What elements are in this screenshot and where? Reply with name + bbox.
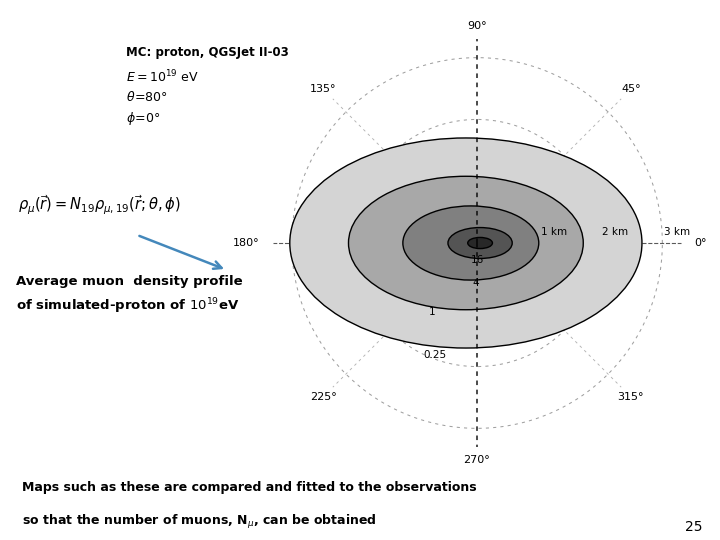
Text: Maps such as these are compared and fitted to the observations: Maps such as these are compared and fitt… bbox=[22, 481, 477, 494]
Text: 2 km: 2 km bbox=[603, 227, 629, 237]
Text: $\rho_{\mu}(\vec{r}) = N_{19}\rho_{\mu,19}(\vec{r};\theta,\phi)$: $\rho_{\mu}(\vec{r}) = N_{19}\rho_{\mu,1… bbox=[18, 193, 181, 217]
Text: so that the number of muons, N$_{\mu}$, can be obtained: so that the number of muons, N$_{\mu}$, … bbox=[22, 513, 377, 531]
Text: 25: 25 bbox=[685, 519, 702, 534]
Text: 3 km: 3 km bbox=[665, 227, 690, 237]
Text: MC: proton, QGSJet II-03: MC: proton, QGSJet II-03 bbox=[126, 46, 289, 59]
Text: of simulated-proton of $10^{19}$eV: of simulated-proton of $10^{19}$eV bbox=[16, 296, 239, 315]
Ellipse shape bbox=[403, 206, 539, 280]
Text: 16: 16 bbox=[471, 255, 485, 265]
Text: $E=10^{19}$ eV: $E=10^{19}$ eV bbox=[126, 69, 199, 86]
Text: 0°: 0° bbox=[695, 238, 707, 248]
Text: 180°: 180° bbox=[233, 238, 259, 248]
Text: 1: 1 bbox=[428, 307, 435, 317]
Text: 45°: 45° bbox=[621, 84, 641, 94]
Text: 225°: 225° bbox=[310, 392, 336, 402]
Ellipse shape bbox=[289, 138, 642, 348]
Text: 4: 4 bbox=[472, 278, 479, 288]
Ellipse shape bbox=[348, 176, 583, 310]
Ellipse shape bbox=[448, 227, 512, 259]
Text: 1 km: 1 km bbox=[541, 227, 567, 237]
Text: 135°: 135° bbox=[310, 84, 336, 94]
Text: 270°: 270° bbox=[464, 455, 490, 465]
Text: 90°: 90° bbox=[467, 21, 487, 31]
Text: 0.25: 0.25 bbox=[423, 350, 446, 360]
Text: $\phi\!=\!0°$: $\phi\!=\!0°$ bbox=[126, 110, 161, 126]
Text: 315°: 315° bbox=[618, 392, 644, 402]
Text: Average muon  density profile: Average muon density profile bbox=[16, 275, 243, 288]
Text: $\theta\!=\!80°$: $\theta\!=\!80°$ bbox=[126, 90, 168, 104]
Ellipse shape bbox=[468, 238, 492, 248]
